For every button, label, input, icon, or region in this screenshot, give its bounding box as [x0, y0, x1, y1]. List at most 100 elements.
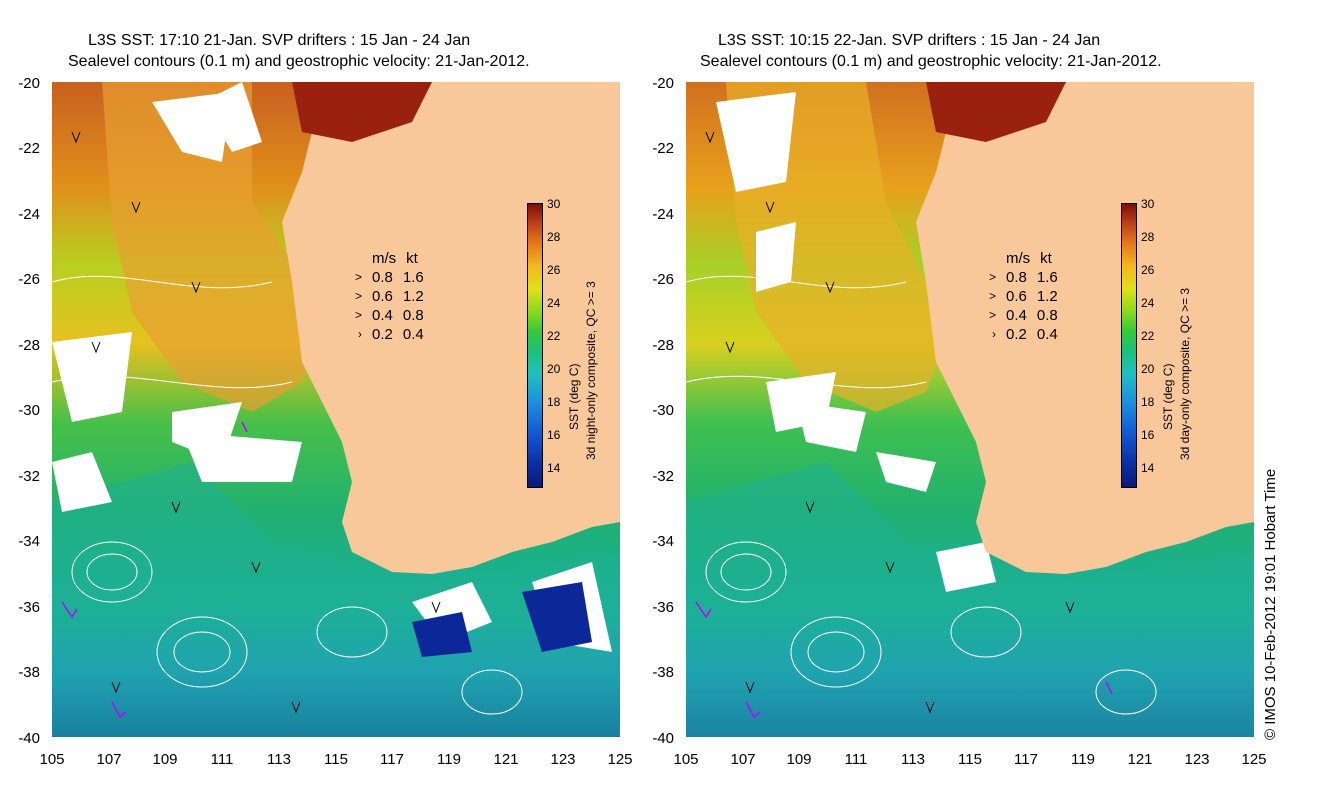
legend-ms: 0.4: [1006, 307, 1027, 324]
left-xtick: 105: [39, 751, 65, 768]
legend-kt: 0.8: [1036, 307, 1058, 324]
right-ytick: -40: [652, 730, 674, 747]
left-xtick: 123: [550, 751, 576, 768]
right-ytick: -20: [652, 75, 674, 92]
right-title-line1: L3S SST: 10:15 22-Jan. SVP drifters : 15…: [718, 32, 1101, 49]
left-ytick: -20: [18, 75, 40, 92]
left-xtick: 109: [152, 751, 178, 768]
legend-arrow-icon: ›: [992, 327, 996, 341]
legend-kt: 0.4: [402, 326, 424, 343]
right-xtick: 109: [786, 751, 812, 768]
left-ytick: -32: [18, 468, 40, 485]
velocity-arrows: [705, 131, 1075, 714]
sealevel-contours: [686, 275, 1157, 715]
right-cb-tick-30: 30: [1141, 197, 1155, 211]
right-xtick: 105: [673, 751, 699, 768]
left-velocity-legend: m/s kt >0.8 1.6 >0.6 1.2 >0.4 0.8 › 0.2 0.4: [346, 249, 424, 344]
cool-water: [686, 462, 1254, 737]
right-ytick: -32: [652, 468, 674, 485]
legend-ms: 0.6: [372, 288, 393, 305]
cloud-patches: [716, 92, 996, 592]
left-colorbar: [527, 203, 543, 488]
legend-arrow-icon: >: [354, 289, 362, 303]
left-cb-tick-28: 28: [547, 230, 561, 244]
left-xtick: 117: [380, 751, 404, 768]
legend-kt: 1.6: [402, 269, 424, 286]
left-cb-tick-16: 16: [547, 428, 561, 442]
right-cb-tick-28: 28: [1141, 230, 1155, 244]
right-ytick: -34: [652, 533, 674, 550]
legend-ms: 0.8: [372, 269, 393, 286]
right-xtick: 111: [844, 751, 868, 768]
right-xtick: 117: [1014, 751, 1038, 768]
left-cb-tick-26: 26: [547, 263, 561, 277]
svp-drifter-tracks: [695, 601, 1113, 719]
legend-header-kt: kt: [1040, 250, 1052, 267]
right-xtick: 121: [1127, 751, 1153, 768]
legend-ms: 0.4: [372, 307, 393, 324]
svp-drifter-tracks: [61, 421, 248, 719]
right-ytick: -24: [652, 206, 674, 223]
cool-water: [52, 462, 620, 737]
legend-ms: 0.8: [1006, 269, 1027, 286]
right-colorbar-label: SST (deg C): [1161, 363, 1175, 430]
right-velocity-legend: m/s kt >0.8 1.6 >0.6 1.2 >0.4 0.8 › 0.2 0.4: [980, 249, 1058, 344]
right-cb-tick-16: 16: [1141, 428, 1155, 442]
left-xtick: 115: [324, 751, 348, 768]
legend-ms: 0.2: [1006, 326, 1027, 343]
right-title-line2: Sealevel contours (0.1 m) and geostrophi…: [700, 53, 1162, 70]
legend-arrow-icon: >: [354, 270, 362, 284]
right-xtick: 113: [901, 751, 925, 768]
legend-kt: 1.2: [402, 288, 424, 305]
left-ytick: -22: [18, 140, 40, 157]
legend-kt: 0.8: [402, 307, 424, 324]
right-cb-tick-14: 14: [1141, 461, 1155, 475]
left-ytick: -28: [18, 337, 40, 354]
legend-kt: 1.6: [1036, 269, 1058, 286]
australia-landmass: [916, 82, 1254, 574]
legend-header-ms: m/s: [372, 250, 397, 267]
legend-arrow-icon: >: [988, 289, 996, 303]
legend-arrow-icon: >: [988, 308, 996, 322]
left-colorbar-sublabel: 3d night-only composite, QC >= 3: [584, 281, 598, 460]
legend-kt: 0.4: [1036, 326, 1058, 343]
left-cb-tick-22: 22: [547, 329, 561, 343]
left-xtick: 119: [437, 751, 461, 768]
legend-arrow-icon: >: [354, 308, 362, 322]
right-cb-tick-22: 22: [1141, 329, 1155, 343]
right-xtick: 123: [1184, 751, 1210, 768]
right-colorbar-sublabel: 3d day-only composite, QC >= 3: [1178, 287, 1192, 460]
left-cb-tick-24: 24: [547, 296, 561, 310]
warm-tongue: [102, 82, 312, 412]
right-ytick: -22: [652, 140, 674, 157]
right-ytick: -36: [652, 599, 674, 616]
imos-credit: © IMOS 10-Feb-2012 19:01 Hobart Time: [1262, 468, 1279, 740]
right-cb-tick-18: 18: [1141, 395, 1155, 409]
right-cb-tick-24: 24: [1141, 296, 1155, 310]
left-ytick: -38: [18, 664, 40, 681]
cold-patches: [412, 582, 592, 657]
sealevel-contours: [52, 275, 523, 715]
left-ytick: -26: [18, 271, 40, 288]
right-xtick: 119: [1071, 751, 1095, 768]
left-title-line2: Sealevel contours (0.1 m) and geostrophi…: [68, 53, 530, 70]
cloud-patches: [52, 82, 612, 652]
legend-arrow-icon: ›: [358, 327, 362, 341]
left-cb-tick-14: 14: [547, 461, 561, 475]
left-ytick: -36: [18, 599, 40, 616]
velocity-arrows: [71, 131, 441, 714]
left-ytick: -40: [18, 730, 40, 747]
right-xtick: 125: [1241, 751, 1267, 768]
left-ytick: -24: [18, 206, 40, 223]
legend-ms: 0.6: [1006, 288, 1027, 305]
legend-kt: 1.2: [1036, 288, 1058, 305]
left-colorbar-label: SST (deg C): [567, 363, 581, 430]
right-cb-tick-20: 20: [1141, 362, 1155, 376]
left-title-line1: L3S SST: 17:10 21-Jan. SVP drifters : 15…: [88, 32, 471, 49]
left-xtick: 121: [493, 751, 519, 768]
warm-northwest-water: [926, 82, 1066, 142]
left-cb-tick-30: 30: [547, 197, 561, 211]
right-ytick: -26: [652, 271, 674, 288]
right-ytick: -28: [652, 337, 674, 354]
right-map: [686, 82, 1254, 737]
